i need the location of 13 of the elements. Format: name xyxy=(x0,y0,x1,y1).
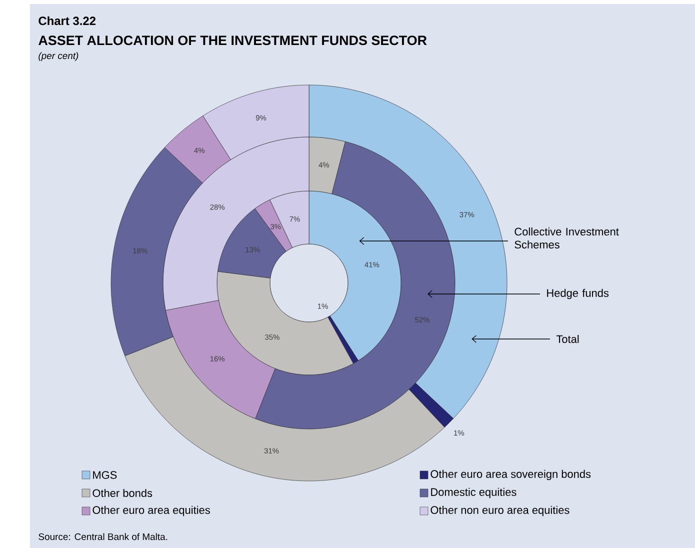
legend-label: Other non euro area equities xyxy=(430,506,570,516)
chart-subtitle: ASSET ALLOCATION OF THE INVESTMENT FUNDS SECTOR xyxy=(38,36,427,46)
source-note: Source: Central Bank of Malta. xyxy=(38,533,168,540)
slice-label: Collective Investment Schemes xyxy=(514,227,619,248)
chart-title: Chart 3.22 xyxy=(38,16,96,26)
legend-label: Other bonds xyxy=(92,488,152,498)
slice-label: Total xyxy=(556,334,579,344)
legend-label: Other euro area sovereign bonds xyxy=(430,470,591,480)
slice-label: Hedge funds xyxy=(547,288,609,300)
legend-label: MGS xyxy=(93,471,117,479)
legend-label: Other euro area equities xyxy=(92,506,210,516)
text: (per cent) xyxy=(38,52,78,61)
legend-label: Domestic equities xyxy=(431,488,516,498)
